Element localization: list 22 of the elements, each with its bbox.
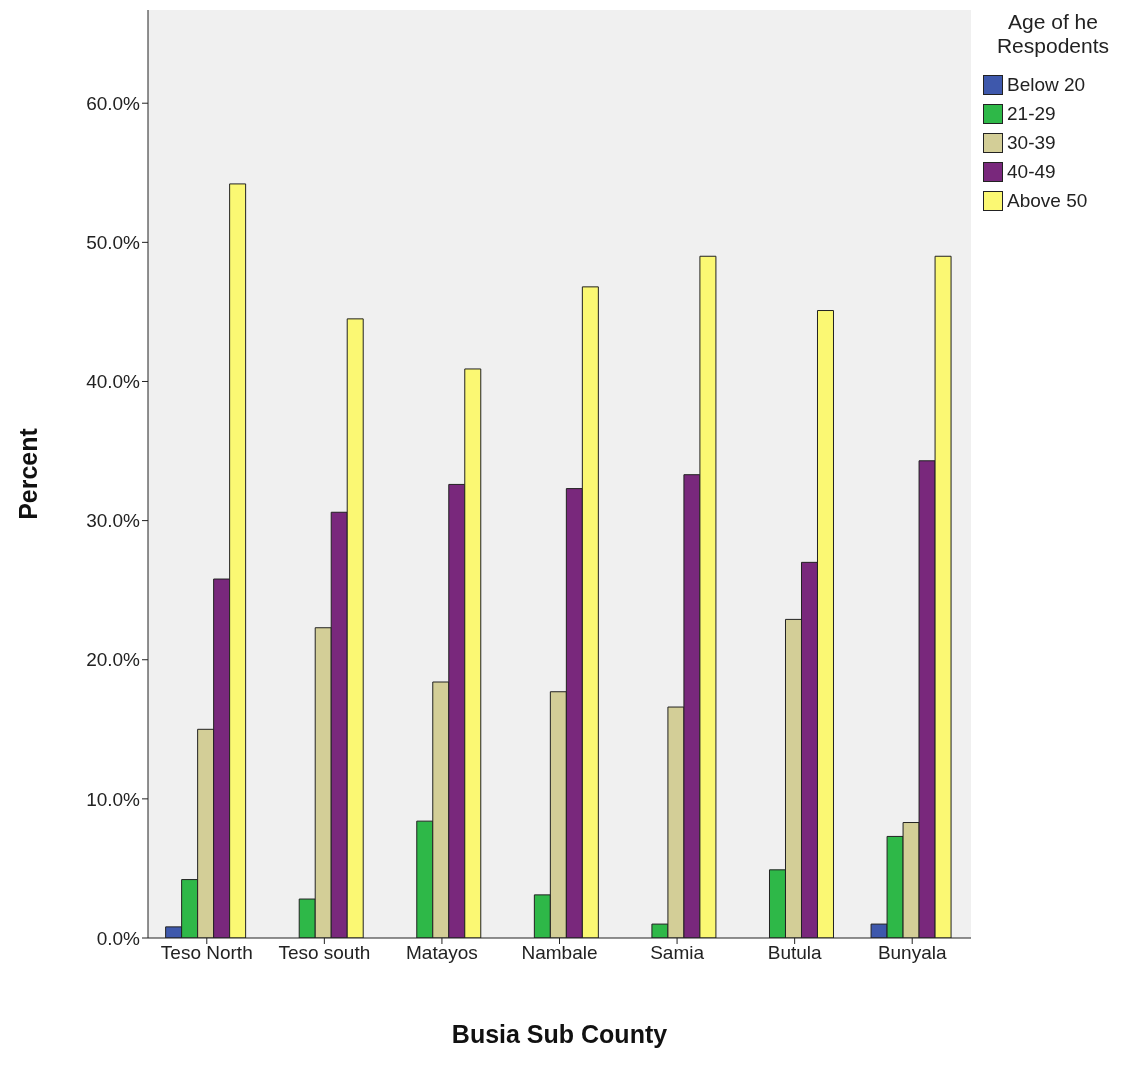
legend-label: 21-29 bbox=[1007, 102, 1056, 125]
legend-label: 40-49 bbox=[1007, 160, 1056, 183]
x-tick-label: Bunyala bbox=[877, 942, 947, 964]
y-tick-label: 10.0% bbox=[86, 788, 141, 810]
y-tick-label: 0.0% bbox=[96, 927, 141, 949]
x-tick-label: Teso North bbox=[160, 942, 253, 964]
x-tick-label: Samia bbox=[650, 942, 705, 964]
x-tick-label: Butula bbox=[767, 942, 823, 964]
y-tick-label: 50.0% bbox=[86, 232, 141, 254]
y-axis-title: Percent bbox=[13, 427, 42, 520]
x-axis-title: Busia Sub County bbox=[451, 1020, 668, 1048]
legend-label: 30-39 bbox=[1007, 131, 1056, 154]
x-tick-label: Teso south bbox=[278, 942, 371, 964]
x-tick-label: Nambale bbox=[521, 942, 598, 964]
y-tick-label: 20.0% bbox=[86, 649, 141, 671]
legend-label: Below 20 bbox=[1007, 73, 1086, 96]
y-tick-label: 30.0% bbox=[86, 510, 141, 532]
x-tick-label: Matayos bbox=[406, 942, 478, 964]
legend-label: Above 50 bbox=[1007, 189, 1088, 212]
y-tick-label: 40.0% bbox=[86, 371, 141, 393]
y-tick-label: 60.0% bbox=[86, 92, 141, 114]
legend-title: Age of he Respodents bbox=[995, 10, 1111, 58]
